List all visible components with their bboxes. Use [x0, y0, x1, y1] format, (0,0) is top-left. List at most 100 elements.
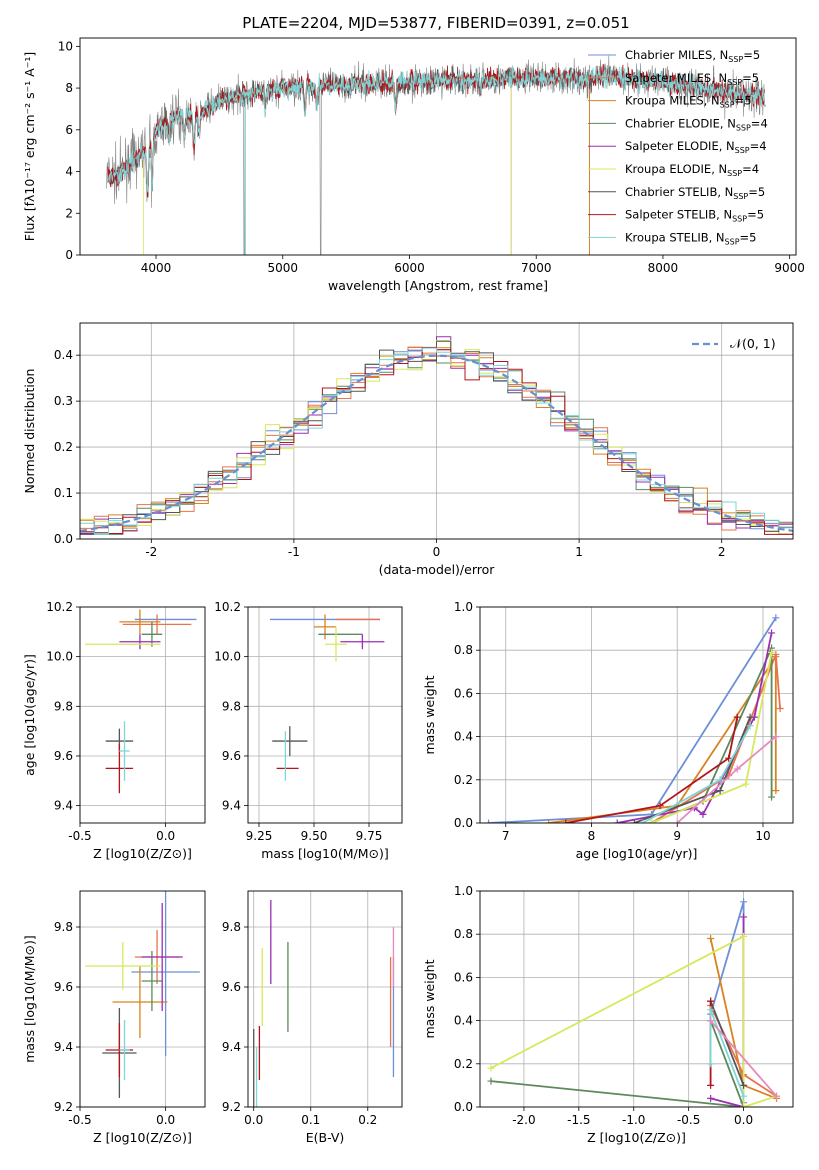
x-tick-label: 9000 [774, 261, 805, 275]
weight-marker [487, 1077, 495, 1085]
weight-marker [673, 819, 681, 823]
weight-marker [630, 819, 638, 823]
x-tick-label: -2.0 [512, 1113, 535, 1127]
y-tick-label: 0.8 [454, 927, 473, 941]
y-tick-label: 9.6 [54, 749, 73, 763]
series-salpeter-miles [107, 73, 590, 255]
weight-marker [740, 1092, 748, 1100]
y-tick-label: 9.8 [54, 699, 73, 713]
series-kroupa-stelib [107, 65, 765, 193]
x-axis-label: (data-model)/error [379, 562, 496, 577]
y-axis-label: mass weight [422, 675, 437, 754]
legend-n-eq: = [742, 71, 752, 85]
legend-n-eq: = [750, 139, 760, 153]
plot-area [106, 55, 766, 255]
x-tick-label: 0.0 [156, 1113, 175, 1127]
x-tick-label: 9.50 [301, 829, 328, 843]
legend-entry: Chabrier MILES, NSSP=5 [625, 48, 760, 64]
x-tick-label: 0 [433, 545, 441, 559]
legend-model-name: Chabrier [625, 116, 675, 130]
legend-model-name: Kroupa STELIB [625, 230, 709, 244]
x-tick-label: 0.2 [358, 1113, 377, 1127]
y-tick-label: 9.6 [222, 980, 241, 994]
axes-frame [79, 606, 206, 824]
x-tick-label: 0.0 [734, 1113, 753, 1127]
weight-marker [707, 997, 715, 1005]
legend-n-subscript: SSP [732, 215, 747, 224]
weight-marker [716, 776, 724, 784]
x-tick-label: -1.5 [567, 1113, 590, 1127]
y-axis-label: mass [log10(M/M⊙)] [22, 935, 37, 1063]
weight-marker [613, 819, 621, 823]
x-axis-label: E(B-V) [306, 1130, 345, 1145]
y-tick-label: 0.0 [54, 532, 73, 546]
y-tick-label: 10 [58, 39, 73, 53]
legend-library: MILES [677, 71, 711, 85]
x-tick-label: -1.0 [622, 1113, 645, 1127]
x-axis-label: Z [log10(Z/Z⊙)] [93, 846, 192, 861]
x-tick-label: 4000 [141, 261, 172, 275]
weight-marker [733, 765, 741, 773]
legend-n-eq: = [742, 162, 752, 176]
x-tick-label: 0.0 [156, 829, 175, 843]
legend-entry: Chabrier STELIB, NSSP=5 [625, 185, 765, 201]
legend-library: MILES [678, 48, 712, 62]
y-axis-label: Flux [fλ10⁻¹⁷ erg cm⁻² s⁻¹ A⁻¹] [22, 52, 37, 241]
weight-marker [776, 705, 784, 713]
weight-marker [746, 713, 754, 721]
weight-marker [707, 935, 715, 943]
legend-entry: Chabrier ELODIE, NSSP=4 [625, 116, 768, 132]
legend-n-value: 5 [757, 208, 764, 222]
legend-library: ELODIE [669, 162, 711, 176]
weight-line [651, 654, 781, 823]
axes-frame [479, 606, 794, 824]
weight-marker [707, 1094, 715, 1102]
y-tick-label: 0.8 [454, 643, 473, 657]
legend-library: STELIB [678, 185, 717, 199]
y-tick-label: 0.4 [454, 730, 473, 744]
weight-marker [768, 648, 776, 656]
weight-line [709, 1020, 778, 1097]
panel-z-mass: -0.5 0.0 9.2 9.4 9.6 9.8 Z [log10(Z/Z⊙)] mass [… [22, 890, 206, 1145]
plot-area [85, 891, 200, 1098]
legend-entry: Kroupa MILES, NSSP=5 [625, 94, 752, 110]
y-tick-label: 1.0 [454, 600, 473, 614]
plot-area [485, 614, 784, 823]
legend-n-value: 5 [744, 94, 751, 108]
weight-marker [772, 733, 780, 741]
legend-library: STELIB [677, 208, 716, 222]
axes-frame [79, 322, 794, 540]
legend-entry: Salpeter STELIB, NSSP=5 [625, 208, 764, 224]
legend-n-prefix: , N [720, 116, 736, 130]
x-tick-label: -1 [288, 545, 300, 559]
legend-n-subscript: SSP [727, 78, 742, 87]
y-tick-label: 6 [65, 123, 73, 137]
legend-n-eq: = [743, 48, 753, 62]
legend-n-eq: = [735, 94, 745, 108]
legend-n-prefix: , N [712, 48, 728, 62]
axes-frame [79, 890, 206, 1108]
y-tick-label: 9.6 [222, 749, 241, 763]
y-tick-label: 10.0 [214, 650, 241, 664]
weight-marker [699, 810, 707, 818]
y-tick-label: 0.0 [454, 816, 473, 830]
x-tick-label: 9.75 [356, 829, 383, 843]
y-tick-label: 0.4 [54, 348, 73, 362]
x-tick-label: 9.25 [246, 829, 273, 843]
legend-n-subscript: SSP [720, 101, 735, 110]
legend-n-eq: = [748, 185, 758, 199]
legend-library: ELODIE [678, 116, 720, 130]
x-axis-label: mass [log10(M/M⊙)] [261, 846, 389, 861]
legend-n-subscript: SSP [725, 237, 740, 246]
y-tick-label: 9.4 [54, 1040, 73, 1054]
legend-n-prefix: , N [704, 94, 720, 108]
panel-mass-age: 9.25 9.50 9.75 9.4 9.6 9.8 10.0 10.2 mass [log10… [214, 600, 403, 861]
weight-marker [707, 1017, 715, 1025]
weight-marker [740, 1081, 748, 1089]
legend-model-name: Kroupa [625, 162, 666, 176]
weight-line [565, 717, 739, 823]
x-tick-label: -0.5 [68, 1113, 91, 1127]
legend-model-name: Salpeter [625, 71, 674, 85]
y-tick-label: 10.0 [46, 650, 73, 664]
x-tick-label: 1 [575, 545, 583, 559]
